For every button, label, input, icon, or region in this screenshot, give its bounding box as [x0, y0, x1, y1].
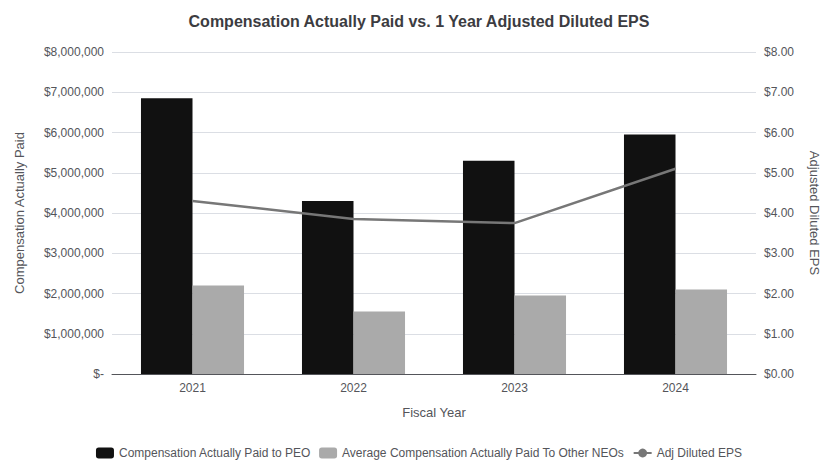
svg-text:2022: 2022	[340, 381, 367, 395]
svg-text:Fiscal Year: Fiscal Year	[402, 405, 466, 420]
svg-text:$5,000,000: $5,000,000	[44, 166, 104, 180]
svg-text:$2.00: $2.00	[764, 287, 794, 301]
svg-text:$5.00: $5.00	[764, 166, 794, 180]
svg-text:$7.00: $7.00	[764, 85, 794, 99]
svg-text:$0.00: $0.00	[764, 367, 794, 381]
svg-text:2024: 2024	[662, 381, 689, 395]
svg-text:$6,000,000: $6,000,000	[44, 126, 104, 140]
svg-text:$3.00: $3.00	[764, 246, 794, 260]
svg-text:$2,000,000: $2,000,000	[44, 287, 104, 301]
svg-text:$4.00: $4.00	[764, 206, 794, 220]
svg-text:$3,000,000: $3,000,000	[44, 246, 104, 260]
svg-text:$1.00: $1.00	[764, 327, 794, 341]
svg-text:2021: 2021	[179, 381, 206, 395]
svg-text:$-: $-	[93, 367, 104, 381]
svg-text:$8.00: $8.00	[764, 45, 794, 59]
svg-text:Compensation Actually Paid to: Compensation Actually Paid to PEO	[119, 446, 310, 460]
svg-text:Adj Diluted EPS: Adj Diluted EPS	[657, 446, 742, 460]
svg-text:$4,000,000: $4,000,000	[44, 206, 104, 220]
svg-text:$6.00: $6.00	[764, 126, 794, 140]
svg-text:Compensation Actually Paid vs.: Compensation Actually Paid vs. 1 Year Ad…	[189, 13, 650, 30]
svg-text:$7,000,000: $7,000,000	[44, 85, 104, 99]
svg-text:Compensation Actually Paid: Compensation Actually Paid	[12, 132, 27, 294]
svg-text:2023: 2023	[501, 381, 528, 395]
svg-text:$1,000,000: $1,000,000	[44, 327, 104, 341]
svg-text:$8,000,000: $8,000,000	[44, 45, 104, 59]
svg-text:Adjusted Diluted EPS: Adjusted Diluted EPS	[807, 151, 822, 276]
svg-text:Average Compensation Actually: Average Compensation Actually Paid To Ot…	[342, 446, 624, 460]
